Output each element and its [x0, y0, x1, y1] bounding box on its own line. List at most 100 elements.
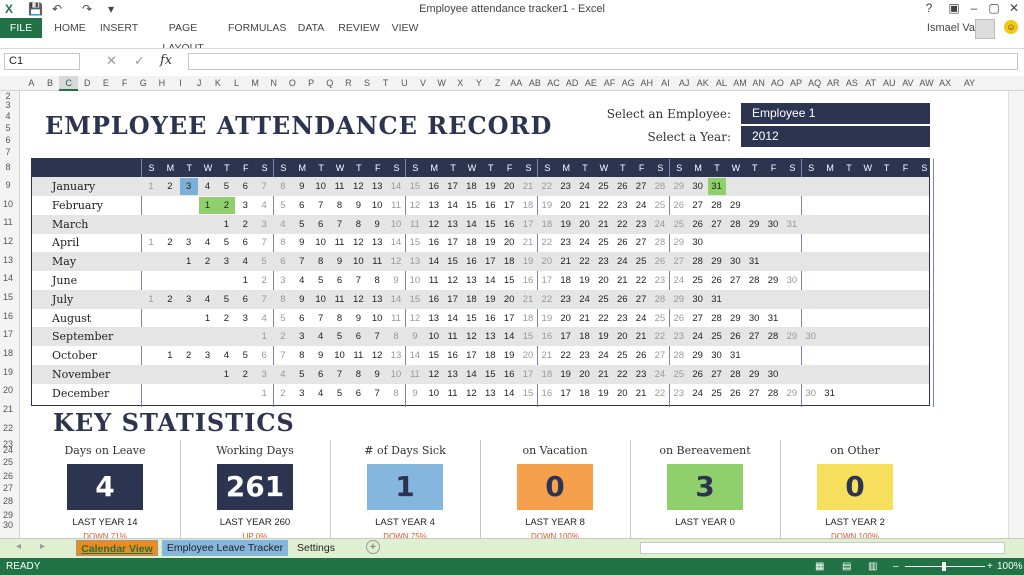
column-header[interactable]: AX: [939, 78, 952, 88]
day-cell[interactable]: 25: [673, 218, 685, 230]
day-cell[interactable]: 26: [673, 199, 685, 211]
day-cell[interactable]: 10: [315, 181, 326, 192]
day-cell[interactable]: 16: [541, 331, 553, 343]
day-cell[interactable]: 5: [336, 387, 343, 399]
day-cell[interactable]: 15: [428, 350, 440, 362]
day-cell[interactable]: 11: [447, 331, 458, 343]
day-cell[interactable]: 16: [466, 256, 477, 268]
day-cell[interactable]: 18: [466, 181, 477, 192]
day-cell[interactable]: 23: [654, 275, 666, 286]
day-cell[interactable]: 27: [635, 181, 647, 192]
day-cell[interactable]: 27: [673, 256, 685, 268]
tab-page-layout[interactable]: PAGE LAYOUT: [162, 22, 203, 54]
row-header[interactable]: 8: [5, 162, 11, 172]
day-cell[interactable]: 3: [186, 237, 192, 249]
day-cell[interactable]: 15: [409, 237, 421, 249]
day-cell[interactable]: 4: [204, 237, 211, 249]
day-cell[interactable]: 4: [223, 350, 230, 362]
day-cell[interactable]: 1: [223, 218, 230, 230]
row-header[interactable]: 2: [5, 91, 11, 101]
row-header[interactable]: 23: [2, 439, 13, 449]
day-cell[interactable]: 10: [390, 369, 402, 380]
day-cell[interactable]: 4: [280, 218, 286, 230]
day-cell[interactable]: 12: [390, 256, 402, 268]
day-cell[interactable]: 20: [616, 387, 628, 399]
day-cell[interactable]: 17: [541, 275, 553, 286]
column-header[interactable]: T: [382, 78, 389, 88]
day-cell[interactable]: 24: [579, 293, 590, 305]
day-cell[interactable]: 21: [579, 199, 590, 211]
column-header[interactable]: AO: [770, 78, 784, 88]
day-cell[interactable]: 28: [767, 387, 779, 399]
day-cell[interactable]: 18: [579, 331, 590, 343]
row-header[interactable]: 11: [3, 217, 13, 227]
day-cell[interactable]: 5: [280, 199, 286, 211]
day-cell[interactable]: 31: [767, 312, 779, 324]
day-cell[interactable]: 22: [541, 237, 553, 249]
day-cell[interactable]: 8: [355, 218, 361, 230]
day-cell[interactable]: 10: [371, 312, 383, 324]
day-cell[interactable]: 16: [485, 312, 496, 324]
day-cell[interactable]: 20: [522, 350, 534, 362]
column-header[interactable]: Z: [494, 78, 501, 88]
sheet-tab-calendar-view[interactable]: Calendar View: [76, 540, 158, 556]
day-cell[interactable]: 1: [223, 369, 230, 380]
day-cell[interactable]: 5: [223, 237, 230, 249]
day-cell[interactable]: 23: [616, 312, 628, 324]
day-cell[interactable]: 25: [598, 181, 609, 192]
sheet-tab-settings[interactable]: Settings: [297, 542, 335, 554]
day-cell[interactable]: 16: [428, 181, 440, 192]
day-cell[interactable]: 27: [711, 369, 722, 380]
day-cell[interactable]: 26: [616, 181, 628, 192]
day-cell[interactable]: 29: [748, 218, 760, 230]
day-cell[interactable]: 12: [371, 350, 383, 362]
day-cell[interactable]: 25: [598, 237, 609, 249]
day-cell[interactable]: 25: [654, 199, 666, 211]
column-header[interactable]: U: [401, 78, 408, 88]
scroll-tabs-left-icon[interactable]: ◂: [16, 541, 22, 552]
day-cell[interactable]: 4: [280, 369, 286, 380]
day-cell[interactable]: 17: [485, 256, 496, 268]
day-cell[interactable]: 3: [242, 312, 248, 324]
day-cell[interactable]: 7: [336, 218, 343, 230]
page-break-view-icon[interactable]: ▥: [868, 561, 878, 572]
column-header[interactable]: P: [308, 78, 315, 88]
column-header[interactable]: AT: [865, 78, 876, 88]
day-cell[interactable]: 30: [767, 218, 779, 230]
day-cell[interactable]: 28: [654, 293, 666, 305]
tab-insert[interactable]: INSERT: [99, 22, 139, 34]
day-cell[interactable]: 14: [409, 350, 421, 362]
day-cell[interactable]: 26: [616, 293, 628, 305]
column-header[interactable]: AN: [752, 78, 765, 88]
day-cell[interactable]: 3: [242, 199, 248, 211]
day-cell[interactable]: 22: [541, 181, 553, 192]
day-cell[interactable]: 14: [503, 331, 515, 343]
row-header[interactable]: 13: [2, 255, 13, 265]
column-header[interactable]: B: [46, 78, 53, 88]
column-header[interactable]: AC: [547, 78, 560, 88]
day-cell[interactable]: 26: [692, 218, 703, 230]
day-cell[interactable]: 2: [167, 181, 173, 192]
close-icon[interactable]: ✕: [1008, 1, 1020, 15]
day-cell[interactable]: 6: [336, 275, 343, 286]
row-header[interactable]: 27: [2, 483, 13, 493]
day-cell[interactable]: 21: [522, 181, 534, 192]
column-header[interactable]: AE: [584, 78, 597, 88]
day-cell[interactable]: 22: [654, 387, 666, 399]
day-cell[interactable]: 29: [692, 350, 703, 362]
column-header[interactable]: N: [270, 78, 278, 88]
day-cell[interactable]: 2: [242, 369, 248, 380]
day-cell[interactable]: 9: [299, 293, 305, 305]
day-cell[interactable]: 21: [560, 256, 571, 268]
column-header[interactable]: AH: [640, 78, 654, 88]
day-cell[interactable]: 6: [280, 256, 286, 268]
user-name[interactable]: Ismael Valle: [926, 22, 986, 34]
day-cell[interactable]: 22: [579, 256, 590, 268]
day-cell[interactable]: 29: [730, 199, 741, 211]
column-header[interactable]: AR: [827, 78, 840, 88]
day-cell[interactable]: 27: [692, 312, 703, 324]
row-header[interactable]: 18: [2, 348, 13, 358]
day-cell[interactable]: 13: [485, 387, 496, 399]
day-cell[interactable]: 2: [280, 387, 286, 399]
day-cell[interactable]: 8: [393, 331, 399, 343]
